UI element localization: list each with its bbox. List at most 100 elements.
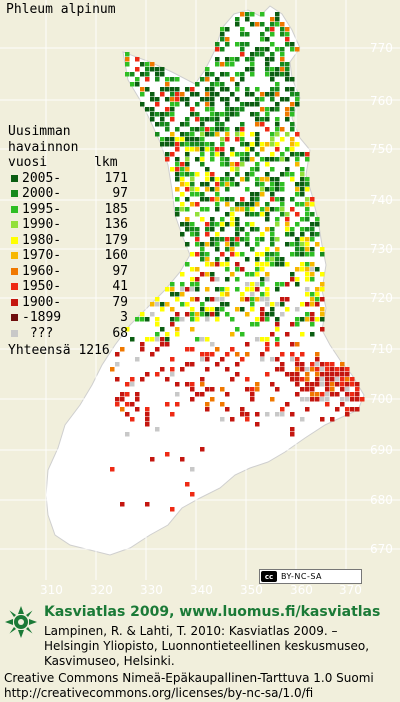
observation-square — [230, 217, 235, 222]
observation-square — [240, 107, 245, 112]
observation-square — [295, 142, 300, 147]
observation-square — [130, 337, 135, 342]
observation-square — [265, 157, 270, 162]
observation-square — [180, 122, 185, 127]
observation-square — [135, 77, 140, 82]
observation-square — [225, 157, 230, 162]
observation-square — [130, 382, 135, 387]
legend-row: 1995- 185 — [8, 202, 128, 218]
observation-square — [295, 202, 300, 207]
observation-square — [275, 247, 280, 252]
legend-row: 1970- 160 — [8, 248, 128, 264]
observation-square — [195, 337, 200, 342]
observation-square — [265, 112, 270, 117]
observation-square — [240, 297, 245, 302]
observation-square — [345, 377, 350, 382]
observation-square — [185, 122, 190, 127]
observation-square — [170, 292, 175, 297]
observation-square — [315, 377, 320, 382]
observation-square — [270, 252, 275, 257]
observation-square — [265, 277, 270, 282]
observation-square — [270, 237, 275, 242]
observation-square — [180, 167, 185, 172]
observation-square — [250, 282, 255, 287]
observation-square — [320, 392, 325, 397]
observation-square — [340, 367, 345, 372]
observation-square — [165, 142, 170, 147]
legend-swatch — [11, 221, 18, 228]
observation-square — [260, 277, 265, 282]
observation-square — [300, 192, 305, 197]
license-text: Creative Commons Nimeä-Epäkaupallinen-Ta… — [4, 671, 374, 701]
observation-square — [245, 417, 250, 422]
observation-square — [200, 392, 205, 397]
observation-square — [185, 172, 190, 177]
license-url[interactable]: http://creativecommons.org/licenses/by-n… — [4, 686, 314, 700]
legend-count: 185 — [104, 201, 128, 217]
observation-square — [330, 372, 335, 377]
observation-square — [270, 52, 275, 57]
observation-square — [150, 62, 155, 67]
observation-square — [305, 182, 310, 187]
observation-square — [185, 147, 190, 152]
observation-square — [290, 227, 295, 232]
observation-square — [270, 232, 275, 237]
observation-square — [205, 102, 210, 107]
observation-square — [185, 117, 190, 122]
observation-square — [205, 142, 210, 147]
observation-square — [295, 367, 300, 372]
observation-square — [265, 297, 270, 302]
observation-square — [305, 407, 310, 412]
observation-square — [155, 97, 160, 102]
observation-square — [300, 267, 305, 272]
observation-square — [215, 57, 220, 62]
observation-square — [225, 222, 230, 227]
observation-square — [140, 342, 145, 347]
observation-square — [285, 107, 290, 112]
observation-square — [210, 107, 215, 112]
observation-square — [260, 22, 265, 27]
observation-square — [265, 212, 270, 217]
observation-square — [215, 317, 220, 322]
observation-square — [305, 157, 310, 162]
longitude-label: 310 — [40, 583, 63, 597]
observation-square — [255, 287, 260, 292]
observation-square — [200, 122, 205, 127]
observation-square — [245, 92, 250, 97]
observation-square — [310, 362, 315, 367]
observation-square — [355, 392, 360, 397]
observation-square — [250, 297, 255, 302]
legend-row: 1950- 41 — [8, 279, 128, 295]
observation-square — [250, 307, 255, 312]
observation-square — [175, 207, 180, 212]
observation-square — [350, 377, 355, 382]
observation-square — [265, 172, 270, 177]
observation-square — [205, 287, 210, 292]
legend-swatch — [11, 298, 18, 306]
observation-square — [290, 102, 295, 107]
observation-square — [205, 197, 210, 202]
observation-square — [310, 392, 315, 397]
observation-square — [185, 482, 190, 487]
observation-square — [250, 102, 255, 107]
observation-square — [325, 392, 330, 397]
observation-square — [255, 22, 260, 27]
observation-square — [260, 32, 265, 37]
observation-square — [255, 242, 260, 247]
observation-square — [320, 272, 325, 277]
observation-square — [270, 207, 275, 212]
observation-square — [280, 352, 285, 357]
longitude-label: 320 — [90, 583, 113, 597]
observation-square — [205, 387, 210, 392]
observation-square — [230, 207, 235, 212]
observation-square — [260, 52, 265, 57]
observation-square — [225, 107, 230, 112]
observation-square — [220, 157, 225, 162]
cc-license-badge[interactable]: cc BY-NC-SA — [259, 569, 362, 584]
atlas-link[interactable]: Kasviatlas 2009, www.luomus.fi/kasviatla… — [44, 604, 381, 620]
observation-square — [295, 152, 300, 157]
observation-square — [290, 107, 295, 112]
observation-square — [295, 317, 300, 322]
observation-square — [285, 217, 290, 222]
observation-square — [155, 297, 160, 302]
